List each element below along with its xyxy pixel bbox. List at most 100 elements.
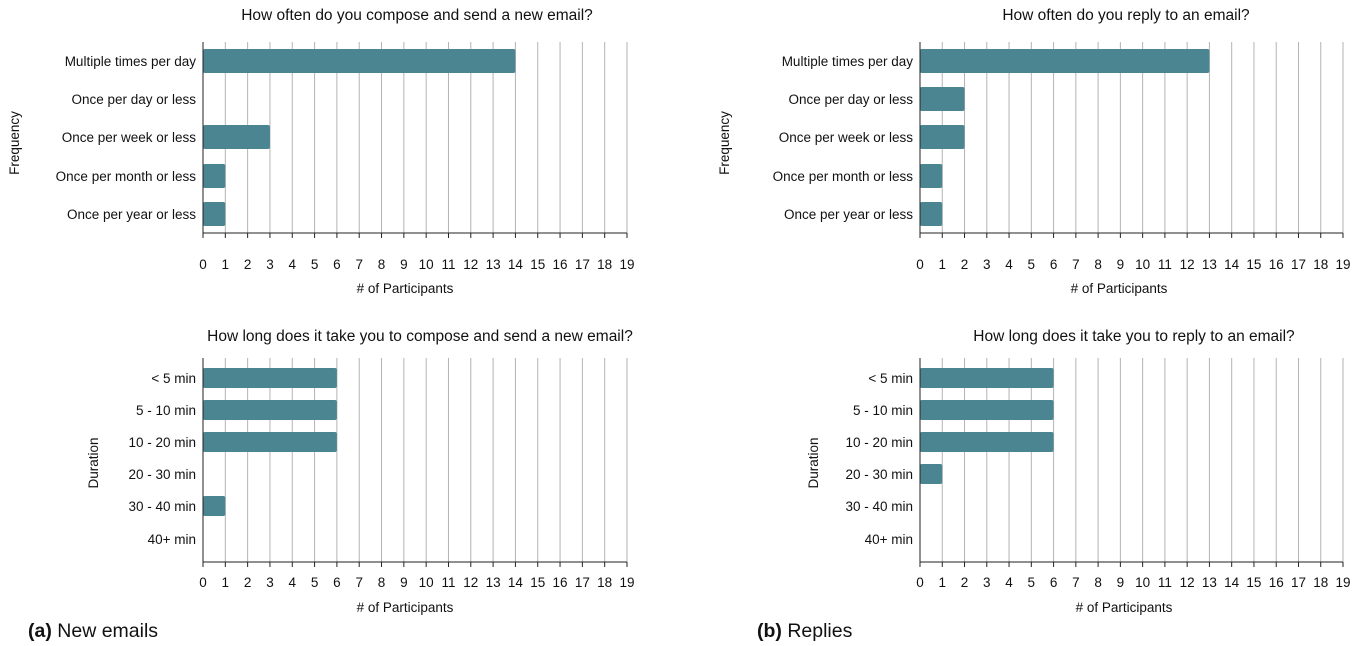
category-label: 30 - 40 min xyxy=(128,499,196,514)
category-label: 30 - 40 min xyxy=(845,499,913,514)
x-tick-label: 16 xyxy=(553,575,568,590)
x-tick-label: 13 xyxy=(486,575,501,590)
x-tick-label: 2 xyxy=(244,575,252,590)
x-tick-label: 10 xyxy=(1135,575,1150,590)
bar xyxy=(203,400,337,420)
x-tick-label: 19 xyxy=(619,575,634,590)
x-tick-label: 5 xyxy=(311,257,319,272)
x-tick-label: 1 xyxy=(222,257,230,272)
x-tick-label: 13 xyxy=(1202,257,1217,272)
x-tick-label: 1 xyxy=(222,575,230,590)
y-axis-label: Duration xyxy=(806,437,821,488)
category-label: Once per day or less xyxy=(788,92,913,107)
x-tick-label: 3 xyxy=(983,257,991,272)
x-tick-label: 4 xyxy=(1005,575,1013,590)
category-label: < 5 min xyxy=(151,371,196,386)
caption-b: (b) Replies xyxy=(757,620,852,643)
x-tick-label: 16 xyxy=(553,257,568,272)
chart-3: How long does it take you to compose and… xyxy=(86,328,635,615)
bar xyxy=(920,164,943,188)
caption-b-text: Replies xyxy=(787,620,853,642)
x-tick-label: 16 xyxy=(1269,575,1284,590)
x-tick-label: 12 xyxy=(463,575,478,590)
x-axis-label: # of Participants xyxy=(1071,281,1168,296)
x-tick-label: 9 xyxy=(400,575,408,590)
category-label: Once per year or less xyxy=(784,207,913,222)
x-tick-label: 15 xyxy=(530,257,545,272)
category-label: 10 - 20 min xyxy=(845,435,913,450)
x-tick-label: 4 xyxy=(1005,257,1013,272)
x-tick-label: 17 xyxy=(575,575,590,590)
x-tick-label: 18 xyxy=(597,575,612,590)
bar xyxy=(203,202,226,226)
x-tick-label: 11 xyxy=(441,575,455,590)
x-tick-label: 0 xyxy=(916,575,924,590)
x-axis-label: # of Participants xyxy=(357,600,454,615)
category-label: 5 - 10 min xyxy=(853,403,913,418)
x-tick-label: 17 xyxy=(1291,257,1306,272)
category-label: Once per year or less xyxy=(67,207,196,222)
bar xyxy=(920,400,1054,420)
x-tick-label: 2 xyxy=(961,575,969,590)
y-axis-label: Duration xyxy=(86,437,101,488)
x-tick-label: 10 xyxy=(419,257,434,272)
chart-2: How often do you reply to an email?0 1 2 3 4… xyxy=(717,7,1351,296)
x-tick-label: 2 xyxy=(244,257,252,272)
x-tick-label: 19 xyxy=(1335,575,1350,590)
category-label: 20 - 30 min xyxy=(128,467,196,482)
x-tick-label: 11 xyxy=(1158,575,1172,590)
x-tick-label: 3 xyxy=(266,257,274,272)
bar xyxy=(203,164,226,188)
x-tick-label: 15 xyxy=(530,575,545,590)
bar xyxy=(203,368,337,388)
bar xyxy=(920,368,1054,388)
x-tick-label: 3 xyxy=(983,575,991,590)
x-tick-label: 6 xyxy=(1050,575,1058,590)
x-tick-label: 5 xyxy=(1028,575,1036,590)
category-label: Once per month or less xyxy=(56,169,197,184)
x-tick-label: 17 xyxy=(575,257,590,272)
x-tick-label: 5 xyxy=(1028,257,1036,272)
x-tick-label: 12 xyxy=(1180,575,1195,590)
x-tick-label: 12 xyxy=(463,257,478,272)
bar xyxy=(920,125,965,149)
bar xyxy=(203,49,516,73)
x-tick-label: 7 xyxy=(355,257,363,272)
caption-b-letter: (b) xyxy=(757,620,782,642)
x-tick-label: 0 xyxy=(916,257,924,272)
x-tick-label: 13 xyxy=(486,257,501,272)
x-tick-label: 13 xyxy=(1202,575,1217,590)
x-tick-label: 18 xyxy=(1313,257,1328,272)
category-label: 40+ min xyxy=(148,532,196,547)
x-tick-label: 14 xyxy=(508,257,524,272)
x-tick-label: 1 xyxy=(939,575,947,590)
x-tick-label: 15 xyxy=(1246,257,1261,272)
chart-title: How long does it take you to compose and… xyxy=(207,328,633,345)
bar xyxy=(920,202,943,226)
bar xyxy=(203,125,270,149)
x-axis-label: # of Participants xyxy=(1076,600,1173,615)
caption-a-text: New emails xyxy=(57,620,159,642)
x-tick-label: 6 xyxy=(333,257,341,272)
y-axis-label: Frequency xyxy=(717,111,732,175)
x-tick-label: 17 xyxy=(1291,575,1306,590)
x-axis-label: # of Participants xyxy=(357,281,454,296)
x-tick-label: 4 xyxy=(289,257,297,272)
x-tick-label: 0 xyxy=(199,575,207,590)
x-tick-label: 19 xyxy=(619,257,634,272)
chart-title: How often do you reply to an email? xyxy=(1002,7,1250,24)
x-tick-label: 9 xyxy=(1117,575,1125,590)
x-tick-label: 8 xyxy=(378,575,386,590)
x-tick-label: 10 xyxy=(419,575,434,590)
bar xyxy=(920,464,943,484)
bar xyxy=(920,49,1210,73)
bar xyxy=(203,432,337,452)
category-label: Once per day or less xyxy=(71,92,196,107)
x-tick-label: 8 xyxy=(1094,257,1102,272)
category-label: Once per month or less xyxy=(773,169,914,184)
category-label: Once per week or less xyxy=(779,130,914,145)
x-tick-label: 4 xyxy=(289,575,297,590)
category-label: 20 - 30 min xyxy=(845,467,913,482)
bar xyxy=(203,496,226,516)
category-label: Multiple times per day xyxy=(65,54,197,69)
